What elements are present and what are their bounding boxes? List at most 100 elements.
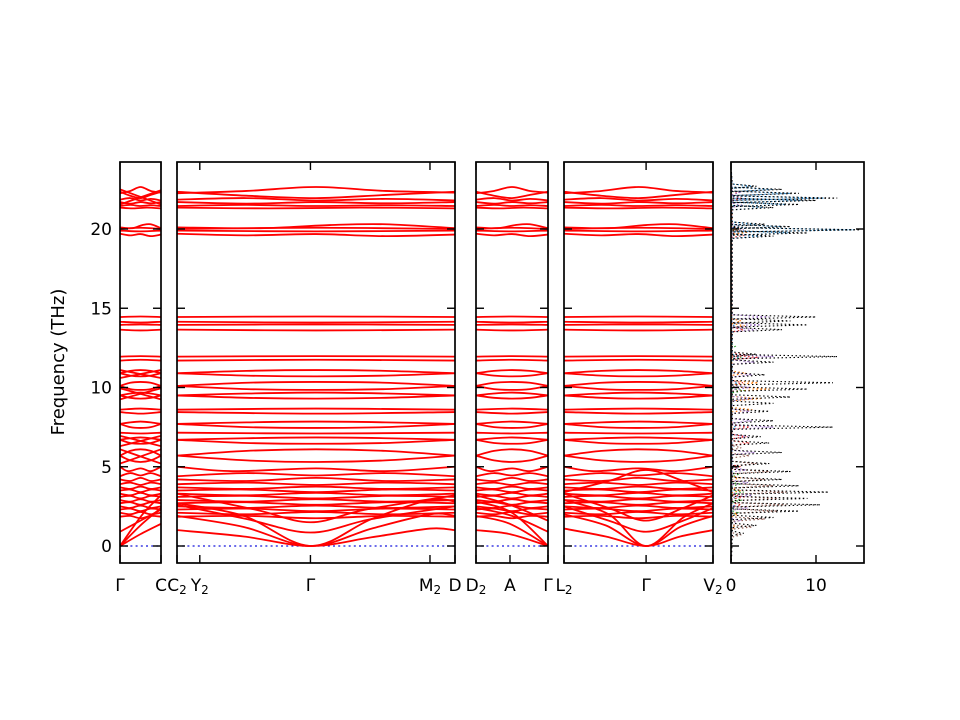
x-tick-label-sub: 2 [179, 583, 187, 597]
band-line [120, 372, 161, 378]
band-line [564, 507, 713, 513]
band-line [564, 381, 713, 387]
band-line [476, 190, 548, 199]
band-line [476, 448, 548, 457]
band-line [120, 229, 161, 233]
band-line [177, 226, 455, 230]
band-line [177, 411, 455, 415]
band-line [177, 491, 455, 497]
band-line [120, 206, 161, 210]
x-tick-label-main: 10 [805, 576, 827, 596]
band-line [476, 431, 548, 435]
band-line [564, 488, 713, 494]
band-line [476, 491, 548, 497]
x-tick-label: Γ [306, 576, 316, 596]
band-line [120, 507, 161, 547]
band-line [564, 407, 713, 411]
panel-p4-bands [564, 186, 713, 547]
panel-p2-frame [176, 161, 456, 564]
band-line [177, 190, 455, 199]
band-line [476, 226, 548, 230]
x-tick-label-sub: 2 [201, 583, 209, 597]
band-line [177, 512, 455, 547]
band-line [177, 498, 455, 547]
band-line [120, 423, 161, 429]
dos-series-projection-purple [731, 171, 774, 561]
y-tick-label: 15 [90, 299, 112, 319]
band-line [476, 465, 548, 473]
band-line [177, 485, 455, 490]
band-line [120, 438, 161, 445]
x-tick-label: M2 [419, 576, 441, 597]
band-line [476, 488, 548, 494]
panel-dos-frame [730, 161, 865, 564]
x-tick-label-sub: 2 [565, 583, 573, 597]
band-line [177, 385, 455, 391]
band-line [120, 204, 161, 207]
band-line [177, 494, 455, 500]
band-line [476, 232, 548, 238]
band-line [177, 436, 455, 441]
x-tick-label: C2 [167, 576, 187, 597]
x-tick-label-main: Γ [641, 576, 651, 596]
panel-frame [119, 161, 162, 564]
band-line [564, 186, 713, 195]
x-tick-label-main: A [504, 576, 516, 596]
band-line [177, 394, 455, 400]
band-line [564, 385, 713, 391]
band-line [564, 423, 713, 429]
band-line [564, 492, 713, 522]
band-line [177, 369, 455, 375]
x-tick-label-main: C [155, 576, 167, 596]
band-line [476, 204, 548, 207]
x-tick-label: C [155, 576, 167, 596]
band-line [476, 500, 548, 547]
band-line [120, 494, 161, 500]
band-line [476, 394, 548, 400]
band-line [177, 328, 455, 332]
band-line [476, 391, 548, 397]
band-line [120, 481, 161, 486]
band-line [120, 485, 161, 490]
band-line [564, 372, 713, 378]
panel-p1-bands [120, 186, 161, 547]
x-tick-label-main: Y [190, 576, 202, 596]
band-line [564, 505, 713, 533]
y-axis-label: Frequency (THz) [48, 289, 69, 436]
band-line [476, 529, 548, 547]
x-tick-label-sub: 2 [479, 583, 487, 597]
dos-series-total-dos [731, 171, 861, 561]
band-line [476, 407, 548, 411]
panel-frame [176, 161, 456, 564]
band-line [177, 197, 455, 202]
dos-series-projection-blue [731, 171, 855, 561]
band-line [120, 189, 161, 206]
band-line [564, 438, 713, 445]
x-tick-label: Γ [115, 576, 125, 596]
band-line [177, 438, 455, 445]
panel-p4-frame [563, 161, 714, 564]
band-line [564, 431, 713, 435]
band-line [177, 498, 455, 503]
band-line [120, 434, 161, 448]
band-line [120, 201, 161, 205]
band-line [177, 420, 455, 425]
band-line [564, 204, 713, 207]
band-line [564, 436, 713, 441]
band-line [177, 391, 455, 397]
band-line [120, 232, 161, 238]
band-line [476, 328, 548, 332]
panel-p4-xticks [563, 162, 714, 563]
band-line [177, 481, 455, 486]
band-line [476, 494, 548, 522]
band-line [120, 448, 161, 465]
x-tick-label-sub: 2 [715, 583, 723, 597]
band-line [476, 320, 548, 324]
x-tick-label-main: 0 [726, 576, 737, 596]
band-line [476, 372, 548, 378]
band-line [120, 476, 161, 482]
band-line [177, 448, 455, 457]
dos-series-projection-orange [731, 171, 770, 561]
